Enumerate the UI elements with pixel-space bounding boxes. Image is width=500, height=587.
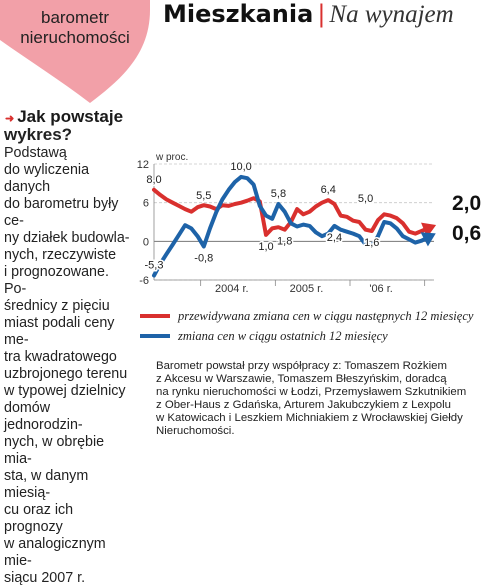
chart-legend: przewidywana zmiana cen w ciągu następny… xyxy=(140,306,495,346)
title-separator: | xyxy=(317,0,326,28)
data-label: 1,0 xyxy=(258,241,273,253)
legend-label-actual: zmiana cen w ciągu ostatnich 12 miesięcy xyxy=(178,328,388,343)
question-heading: ➜ Jak powstaje xyxy=(5,108,133,128)
legend-swatch-red xyxy=(140,314,170,318)
title-subtitle: Na wynajem xyxy=(329,1,454,28)
heart-shape xyxy=(0,0,150,103)
footnote: Barometr powstał przy współpracy z: Toma… xyxy=(156,360,494,438)
footnote-line: z Akcesu w Warszawie, Tomaszem Błeszyńsk… xyxy=(156,373,447,385)
side-text-line: ny działek budowla- xyxy=(4,230,130,246)
side-text-line: domów jednorodzin- xyxy=(4,400,83,433)
footnote-line: z Ober-Haus z Gdańska, Arturem Jakubczyk… xyxy=(156,399,452,411)
footnote-line: Nieruchomości. xyxy=(156,425,235,437)
data-label: -5,3 xyxy=(145,259,164,271)
chart: -6 0 6 12 w proc. 2004 r. 2005 r. '06 r. 8,0 -5,… xyxy=(137,152,481,295)
legend-item-actual: zmiana cen w ciągu ostatnich 12 miesięcy xyxy=(140,326,495,346)
footnote-line: w Katowicach i Leszkiem Michniakiem z Wr… xyxy=(156,412,463,424)
data-label: 5,5 xyxy=(196,190,211,202)
chart-labels: 8,0 -5,3 5,5 -0,8 10,0 1,0 5,8 1,8 6,4 2,4 5,0 1,6 2… xyxy=(143,159,481,273)
side-text-line: w typowej dzielnicy xyxy=(4,383,126,399)
question-line1: Jak powstaje xyxy=(17,107,124,126)
side-text-line: w analogicznym mie- xyxy=(4,536,106,569)
x-tick-label: '06 r. xyxy=(369,283,393,295)
y-tick-label: 6 xyxy=(143,198,149,210)
arrow-icon: ➜ xyxy=(5,113,15,125)
data-label: 5,8 xyxy=(271,188,286,200)
x-tick-label: 2005 r. xyxy=(290,283,324,295)
legend-swatch-blue xyxy=(140,334,170,338)
side-text: wykres? Podstawą do wyliczenia danych do b… xyxy=(4,126,130,587)
side-text-line: cu oraz ich prognozy xyxy=(4,502,74,535)
chart-series xyxy=(152,174,437,278)
side-text-line: średnicy z pięciu xyxy=(4,298,110,314)
data-label: 6,4 xyxy=(321,184,336,196)
legend-item-forecast: przewidywana zmiana cen w ciągu następny… xyxy=(140,306,495,326)
badge-line2: nieruchomości xyxy=(20,28,130,47)
badge-text: barometr nieruchomości xyxy=(0,8,150,48)
side-text-line: do barometru były ce- xyxy=(4,196,119,229)
y-tick-label: -6 xyxy=(139,275,149,287)
data-label: 5,0 xyxy=(358,193,373,205)
side-text-line: uzbrojonego terenu xyxy=(4,366,128,382)
y-axis-label: w proc. xyxy=(155,152,188,163)
y-tick-label: 0 xyxy=(143,236,149,248)
series-arrowhead-0 xyxy=(421,222,437,238)
y-tick-label: 12 xyxy=(137,159,149,171)
data-label: 10,0 xyxy=(230,161,251,173)
data-label: -0,8 xyxy=(194,252,213,264)
title-main: Mieszkania xyxy=(163,0,314,28)
side-text-line: tra kwadratowego xyxy=(4,349,117,365)
series-line-0 xyxy=(152,187,430,237)
side-text-line: miast podali ceny me- xyxy=(4,315,115,348)
data-label: 1,6 xyxy=(364,237,379,249)
side-text-line: i prognozowane. Po- xyxy=(4,264,109,297)
legend-label-forecast: przewidywana zmiana cen w ciągu następny… xyxy=(178,308,474,323)
side-text-line: wykres? Podstawą xyxy=(4,125,73,161)
page-title: Mieszkania | Na wynajem xyxy=(163,0,454,32)
data-label: 2,4 xyxy=(327,232,342,244)
end-value-label: 0,6 xyxy=(452,222,481,245)
chart-axes: -6 0 6 12 w proc. 2004 r. 2005 r. '06 r. xyxy=(137,152,434,295)
data-label: 8,0 xyxy=(146,174,161,186)
side-text-line: do wyliczenia danych xyxy=(4,162,90,195)
barometr-badge xyxy=(0,0,150,103)
x-tick-label: 2004 r. xyxy=(215,283,249,295)
side-text-line: siącu 2007 r. xyxy=(4,570,86,586)
data-label: 1,8 xyxy=(277,236,292,248)
footnote-line: na rynku nieruchomości w Łodzi, Przemysł… xyxy=(156,386,467,398)
side-text-line: sta, w danym miesią- xyxy=(4,468,89,501)
badge-line1: barometr xyxy=(40,8,110,27)
series-line-1 xyxy=(152,174,430,278)
side-text-line: nych, w obrębie mia- xyxy=(4,434,105,467)
side-text-line: nych, rzeczywiste xyxy=(4,247,117,263)
end-value-label: 2,0 xyxy=(452,192,481,215)
series-arrowhead-1 xyxy=(420,232,436,247)
question-line2: wykres? xyxy=(4,125,73,144)
footnote-line: Barometr powstał przy współpracy z: Toma… xyxy=(156,360,447,372)
